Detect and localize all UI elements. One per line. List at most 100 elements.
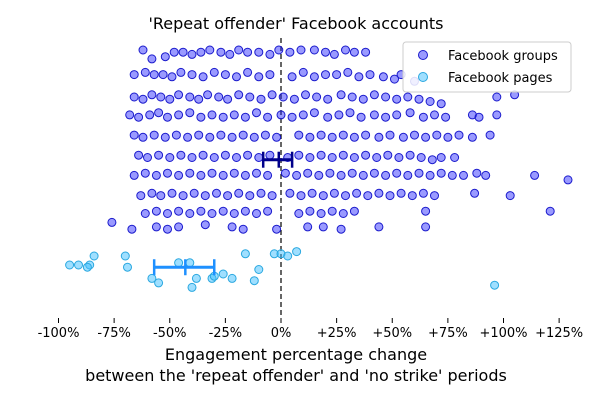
point-group <box>220 150 230 160</box>
point-group <box>136 191 146 201</box>
plot-area <box>65 38 573 318</box>
point-group <box>167 72 177 82</box>
point-group <box>149 130 159 140</box>
point-group <box>187 70 197 80</box>
point-group <box>256 94 266 104</box>
point-group <box>436 153 446 162</box>
point-group <box>272 132 282 142</box>
point-group <box>243 150 253 160</box>
point-group <box>198 150 208 160</box>
point-group <box>341 191 350 201</box>
point-group <box>140 209 150 218</box>
point-group <box>185 108 195 118</box>
point-page <box>154 278 164 288</box>
point-group <box>327 132 337 142</box>
point-group <box>505 191 515 201</box>
point-group <box>347 168 357 178</box>
point-group <box>140 67 150 77</box>
point-group <box>421 222 431 232</box>
point-page <box>120 251 130 261</box>
point-group <box>472 168 482 178</box>
point-group <box>378 72 388 82</box>
point-group <box>381 170 391 180</box>
point-group <box>163 112 172 122</box>
point-group <box>421 132 431 142</box>
point-group <box>238 130 248 140</box>
point-group <box>138 132 148 142</box>
legend-label-groups: Facebook groups <box>448 49 558 64</box>
point-page <box>147 273 157 283</box>
point-group <box>347 92 357 102</box>
point-group <box>305 206 315 216</box>
point-group <box>323 94 333 104</box>
point-group <box>454 130 464 140</box>
point-group <box>272 224 282 234</box>
point-group <box>134 112 144 122</box>
point-group <box>154 108 164 118</box>
point-group <box>174 170 184 180</box>
point-group <box>156 92 166 102</box>
point-group <box>296 45 306 55</box>
point-group <box>223 191 233 201</box>
point-group <box>212 188 221 198</box>
point-group <box>467 110 477 120</box>
point-group <box>223 94 233 104</box>
point-group <box>392 94 402 104</box>
point-group <box>280 168 290 178</box>
point-group <box>436 99 446 109</box>
point-group <box>129 170 139 180</box>
x-tick-label: -100% <box>38 326 80 341</box>
point-group <box>321 47 330 57</box>
point-group <box>165 153 175 162</box>
point-page <box>254 265 264 274</box>
point-group <box>252 209 261 218</box>
point-group <box>432 130 442 140</box>
point-group <box>160 132 170 142</box>
point-page <box>185 258 195 268</box>
point-group <box>185 168 195 178</box>
point-page <box>227 273 237 283</box>
point-group <box>143 153 152 162</box>
point-group <box>563 175 573 185</box>
point-group <box>254 47 264 57</box>
point-group <box>414 168 424 178</box>
point-page <box>240 249 250 259</box>
point-group <box>147 188 157 198</box>
point-group <box>163 209 172 218</box>
point-group <box>216 47 226 57</box>
point-group <box>418 188 428 198</box>
point-group <box>276 110 286 120</box>
point-group <box>185 209 195 218</box>
point-page <box>187 282 197 292</box>
point-group <box>318 222 328 232</box>
point-group <box>470 188 480 198</box>
point-group <box>165 94 175 104</box>
point-group <box>447 170 457 180</box>
point-group <box>260 130 270 140</box>
point-group <box>138 94 148 104</box>
point-group <box>198 72 208 82</box>
point-group <box>267 191 277 201</box>
point-group <box>421 206 431 216</box>
point-group <box>147 54 157 64</box>
x-axis: -100% -75% -50% -25% 0% +25% +50% +75% +100% +125… <box>38 318 583 341</box>
point-group <box>332 70 342 80</box>
point-group <box>167 188 177 198</box>
legend-marker-pages <box>418 72 428 82</box>
point-group <box>187 49 197 59</box>
point-page <box>123 262 132 272</box>
point-group <box>240 206 250 216</box>
point-group <box>294 209 304 218</box>
x-tick-label: -50% <box>153 326 187 341</box>
point-group <box>243 67 253 77</box>
point-group <box>369 110 379 120</box>
point-group <box>394 153 404 162</box>
point-group <box>385 130 395 140</box>
point-group <box>178 191 188 201</box>
point-group <box>443 132 453 142</box>
point-page <box>490 280 500 290</box>
point-group <box>196 206 206 216</box>
point-group <box>203 90 213 100</box>
point-group <box>294 130 304 140</box>
